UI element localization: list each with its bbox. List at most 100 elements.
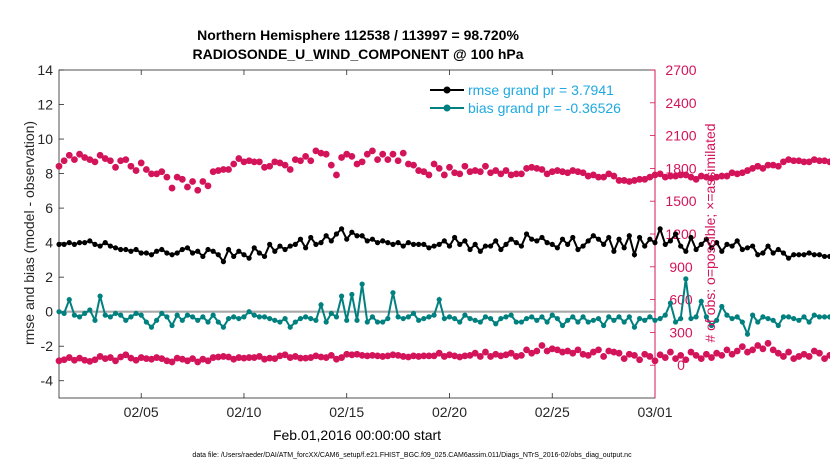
- bias-point: [791, 315, 797, 322]
- obs-possible-marker: [71, 156, 78, 164]
- bias-point: [390, 290, 396, 296]
- rmse-point: [452, 234, 458, 241]
- y-tick-label-left: 2: [45, 269, 53, 285]
- bias-point: [76, 314, 83, 320]
- legend-rmse-label: rmse grand pr = 3.7941: [468, 82, 614, 98]
- obs-possible-marker: [440, 171, 448, 179]
- obs-assimilated-marker: [168, 358, 176, 366]
- bias-point: [559, 322, 566, 329]
- obs-assimilated-marker: [672, 355, 679, 363]
- obs-assimilated-marker: [697, 355, 705, 363]
- obs-assimilated-marker: [738, 343, 746, 351]
- obs-possible-marker: [194, 186, 202, 194]
- bias-point: [513, 319, 519, 325]
- bias-point: [775, 322, 781, 329]
- bias-point: [816, 314, 823, 320]
- obs-possible-marker: [446, 163, 453, 171]
- rmse-point: [380, 238, 386, 244]
- rmse-point: [169, 252, 175, 258]
- footnote: data file: /Users/raeder/DAI/ATM_forcXX/…: [192, 452, 632, 459]
- bias-point: [143, 319, 149, 325]
- rmse-point: [734, 238, 740, 244]
- bias-point: [647, 314, 653, 320]
- bias-point: [631, 324, 638, 330]
- obs-possible-marker: [348, 152, 356, 160]
- rmse-point: [374, 240, 381, 246]
- bias-point: [328, 310, 334, 317]
- rmse-point: [821, 253, 828, 260]
- rmse-point: [225, 246, 232, 253]
- obs-possible-marker: [286, 166, 294, 173]
- rmse-point: [261, 253, 268, 260]
- rmse-point: [729, 243, 735, 249]
- bias-point: [544, 319, 550, 325]
- rmse-point: [457, 241, 463, 247]
- bias-point: [308, 315, 314, 322]
- rmse-point: [87, 238, 93, 244]
- rmse-point: [123, 246, 129, 253]
- rmse-point: [267, 241, 273, 247]
- bias-point: [750, 312, 756, 318]
- rmse-point: [621, 245, 627, 251]
- rmse-point: [164, 250, 170, 256]
- bias-point: [806, 319, 812, 325]
- y-axis-label-left: rmse and bias (model - observation): [21, 121, 37, 345]
- rmse-point: [236, 248, 242, 254]
- obs-assimilated-marker: [538, 342, 546, 349]
- bias-point: [719, 303, 725, 310]
- obs-assimilated-marker: [687, 348, 695, 356]
- y-tick-label-right: 1500: [665, 193, 696, 209]
- x-tick-label: 02/20: [432, 404, 467, 420]
- rmse-point: [313, 241, 319, 247]
- obs-assimilated-marker: [785, 348, 792, 356]
- rmse-point: [82, 240, 88, 246]
- obs-possible-marker: [374, 156, 381, 164]
- obs-possible-marker: [327, 161, 335, 169]
- rmse-point: [672, 231, 679, 237]
- rmse-point: [549, 241, 555, 247]
- rmse-point: [369, 236, 376, 242]
- bias-point: [241, 314, 247, 320]
- rmse-point: [544, 240, 550, 246]
- rmse-point: [97, 243, 103, 249]
- rmse-point: [750, 243, 756, 249]
- obs-assimilated-marker: [271, 355, 279, 363]
- obs-possible-marker: [518, 170, 525, 178]
- bias-point: [71, 312, 78, 318]
- obs-assimilated-marker: [728, 350, 736, 358]
- bias-point: [626, 314, 632, 320]
- y-tick-label-right: 900: [669, 259, 693, 275]
- bias-point: [200, 314, 206, 320]
- rmse-point: [446, 243, 453, 249]
- rmse-point: [246, 255, 252, 261]
- bias-point: [744, 331, 751, 337]
- bias-point: [493, 321, 499, 327]
- rmse-point: [76, 240, 83, 246]
- rmse-point: [477, 248, 483, 254]
- obs-possible-marker: [384, 156, 392, 164]
- rmse-point: [801, 252, 807, 258]
- bias-point: [570, 314, 576, 320]
- obs-possible-marker: [399, 149, 407, 157]
- bias-point: [765, 315, 771, 322]
- rmse-point: [642, 243, 648, 249]
- bias-point: [441, 315, 447, 322]
- bias-point: [529, 314, 535, 320]
- bias-point: [313, 317, 319, 323]
- bias-point: [323, 319, 329, 325]
- rmse-point: [128, 248, 134, 254]
- rmse-point: [482, 243, 489, 249]
- obs-assimilated-marker: [718, 351, 726, 359]
- bias-point: [374, 319, 381, 325]
- obs-possible-marker: [492, 167, 500, 174]
- bias-point: [503, 314, 509, 320]
- rmse-point: [559, 236, 566, 242]
- rmse-point: [785, 255, 792, 261]
- rmse-point: [148, 252, 155, 258]
- obs-assimilated-marker: [338, 354, 345, 361]
- bias-point: [159, 310, 165, 317]
- obs-assimilated-marker: [132, 356, 140, 364]
- rmse-point: [179, 246, 185, 253]
- bias-point: [827, 314, 830, 320]
- obs-assimilated-marker: [656, 351, 664, 359]
